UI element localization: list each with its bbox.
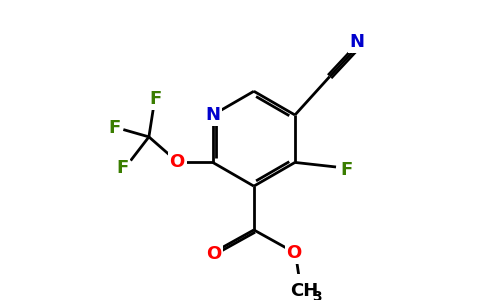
Text: O: O xyxy=(206,245,221,263)
Text: O: O xyxy=(287,244,302,262)
Text: N: N xyxy=(205,106,220,124)
Text: F: F xyxy=(116,159,129,177)
Text: CH: CH xyxy=(290,282,318,300)
Text: F: F xyxy=(108,119,121,137)
Text: F: F xyxy=(149,91,161,109)
Text: O: O xyxy=(169,153,185,171)
Text: N: N xyxy=(349,33,364,51)
Text: F: F xyxy=(341,161,353,179)
Text: 3: 3 xyxy=(312,290,322,300)
